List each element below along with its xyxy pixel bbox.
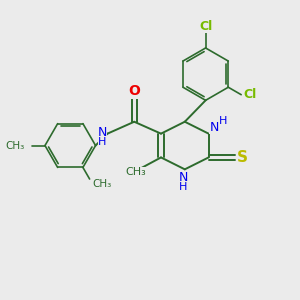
Text: CH₃: CH₃ (93, 179, 112, 189)
Text: N: N (209, 121, 219, 134)
Text: H: H (98, 137, 106, 147)
Text: N: N (178, 171, 188, 184)
Text: O: O (128, 84, 140, 98)
Text: CH₃: CH₃ (125, 167, 146, 177)
Text: Cl: Cl (199, 20, 212, 33)
Text: Cl: Cl (244, 88, 257, 101)
Text: CH₃: CH₃ (5, 140, 24, 151)
Text: S: S (236, 150, 247, 165)
Text: H: H (219, 116, 228, 126)
Text: N: N (98, 126, 107, 139)
Text: H: H (179, 182, 188, 192)
